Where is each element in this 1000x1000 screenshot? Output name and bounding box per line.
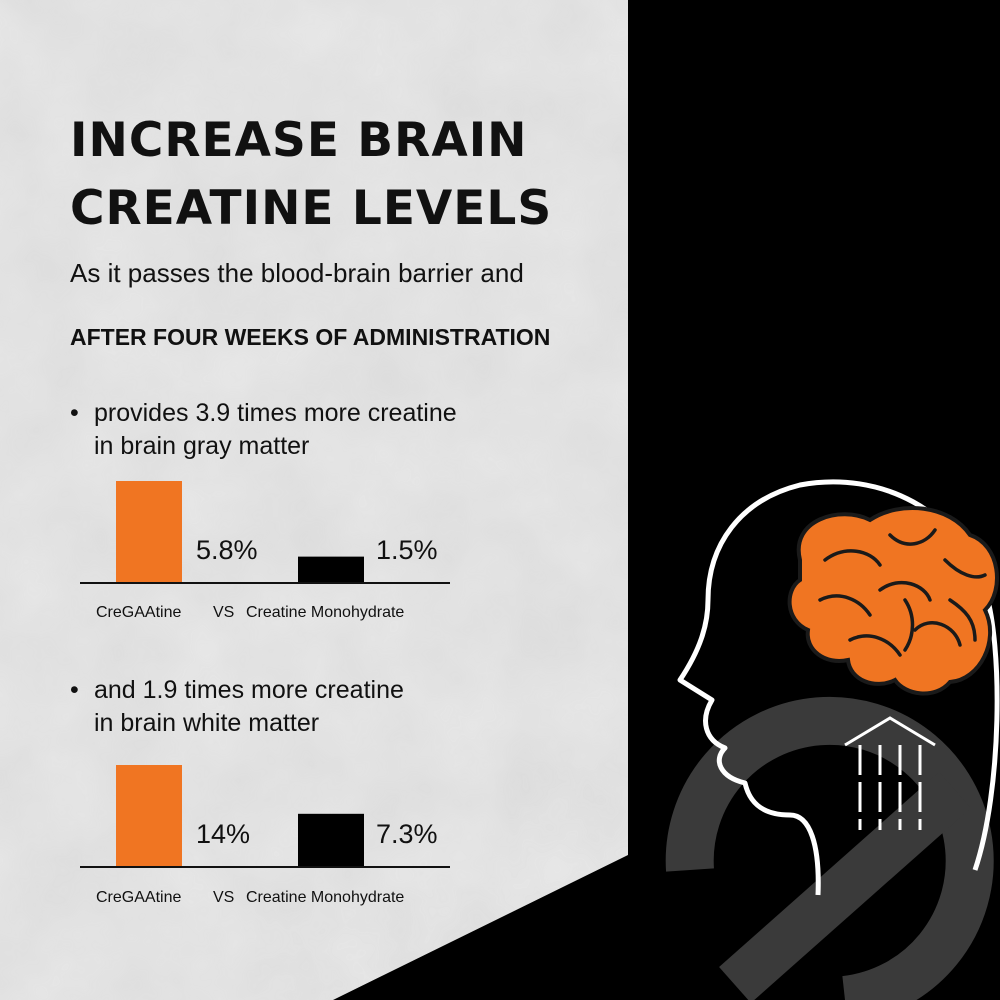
bar-value-label: 5.8% [196, 535, 258, 565]
intro-text: As it passes the blood-brain barrier and [70, 258, 524, 288]
bullet-line: provides 3.9 times more creatine [94, 399, 457, 427]
bar-cregaatine [116, 765, 182, 867]
chart-caption-left: CreGAAtine [96, 889, 182, 906]
bar-creatine-monohydrate [298, 556, 364, 583]
chart-caption-vs: VS [213, 889, 235, 906]
gray-matter-bar-chart: 5.8% 1.5% [80, 481, 450, 584]
white-matter-bar-chart: 14% 7.3% [80, 765, 450, 868]
bar-creatine-monohydrate [298, 813, 364, 867]
page-title-line-1: INCREASE BRAIN [70, 113, 528, 168]
chart-caption-vs: VS [213, 604, 235, 621]
bullet-line: in brain gray matter [94, 432, 310, 460]
chart-caption-right: Creatine Monohydrate [246, 604, 405, 621]
bar-value-label: 14% [196, 819, 250, 849]
bullet-line: and 1.9 times more creatine [94, 676, 404, 704]
chart-caption-right: Creatine Monohydrate [246, 889, 405, 906]
brand-logo-mark [665, 696, 994, 1000]
bar-value-label: 1.5% [376, 535, 438, 565]
bullet-dot: • [70, 676, 79, 704]
subheading: AFTER FOUR WEEKS OF ADMINISTRATION [70, 324, 551, 350]
bullet-line: in brain white matter [94, 709, 320, 737]
chart-caption-left: CreGAAtine [96, 604, 182, 621]
brain-icon [787, 506, 999, 696]
upward-arrow-icon [844, 716, 936, 830]
page-title-line-2: CREATINE LEVELS [70, 181, 553, 236]
bullet-dot: • [70, 399, 79, 427]
bar-cregaatine [116, 481, 182, 583]
text-panel [0, 0, 628, 1000]
bar-value-label: 7.3% [376, 819, 438, 849]
